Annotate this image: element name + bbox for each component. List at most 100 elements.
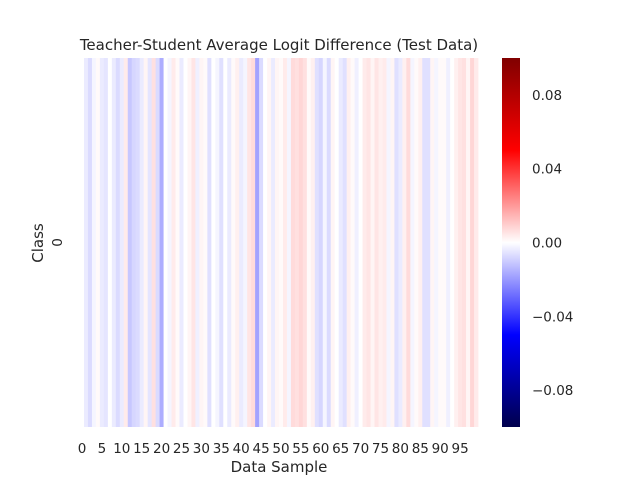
heatmap-cell — [183, 58, 188, 427]
heatmap-cell — [127, 58, 133, 427]
heatmap-cell — [382, 58, 387, 427]
heatmap-cell — [282, 58, 288, 427]
heatmap-cell — [115, 58, 121, 427]
heatmap-cell — [410, 58, 415, 427]
x-tick-label: 90 — [432, 441, 449, 457]
heatmap-cell — [119, 58, 125, 427]
heatmap-cell — [434, 58, 439, 427]
x-tick-label: 20 — [153, 441, 170, 457]
x-tick-label: 0 — [78, 441, 87, 457]
heatmap-cell — [458, 58, 463, 427]
heatmap-cell — [275, 58, 280, 427]
heatmap-cell — [346, 58, 352, 427]
x-tick-labels: 0 5 10 15 20 25 30 35 40 45 50 55 60 65 70 75 80 85 90 95 — [78, 441, 469, 457]
heatmap-cell — [286, 58, 292, 427]
heatmap-cell — [426, 58, 431, 427]
heatmap-cell — [247, 58, 252, 427]
heatmap-cell — [111, 58, 117, 427]
x-tick-label: 15 — [133, 441, 150, 457]
heatmap-cell — [446, 58, 451, 427]
heatmap-cell — [191, 58, 196, 427]
colorbar-tick-label: 0.04 — [532, 162, 562, 178]
heatmap-cell — [267, 58, 272, 427]
heatmap-cell — [354, 58, 359, 427]
heatmap-cell — [103, 58, 109, 427]
colorbar-tick-labels: 0.08 0.04 0.00 −0.04 −0.08 — [532, 88, 573, 399]
heatmap-cell — [179, 58, 184, 427]
heatmap-cell — [298, 58, 304, 427]
heatmap-cell — [402, 58, 407, 427]
x-tick-label: 5 — [98, 441, 107, 457]
heatmap-cell — [231, 58, 236, 427]
heatmap-cell — [302, 58, 308, 427]
x-tick-label: 80 — [392, 441, 409, 457]
heatmap-cell — [227, 58, 232, 427]
heatmap-cell — [394, 58, 399, 427]
heatmap-cell — [255, 58, 260, 427]
heatmap-cell — [386, 58, 391, 427]
chart-title: Teacher-Student Average Logit Difference… — [79, 36, 478, 54]
heatmap-cell — [159, 58, 164, 427]
x-tick-label: 30 — [193, 441, 210, 457]
x-tick-label: 25 — [173, 441, 190, 457]
heatmap-cell — [334, 58, 340, 427]
heatmap-cell — [370, 58, 375, 427]
heatmap-cell — [207, 58, 212, 427]
heatmap-cell — [474, 58, 479, 427]
heatmap-cell — [171, 58, 176, 427]
heatmap-cell — [358, 58, 363, 427]
x-tick-label: 50 — [272, 441, 289, 457]
heatmap-cell — [294, 58, 300, 427]
heatmap-cell — [322, 58, 328, 427]
heatmap-cell — [279, 58, 284, 427]
heatmap-cell — [374, 58, 379, 427]
heatmap-cell — [418, 58, 423, 427]
heatmap-cell — [366, 58, 371, 427]
heatmap-cell — [239, 58, 244, 427]
heatmap-cell — [139, 58, 145, 427]
heatmap-cell — [203, 58, 208, 427]
heatmap-cell — [175, 58, 180, 427]
y-axis-label: Class — [29, 223, 47, 263]
heatmap-cell — [330, 58, 336, 427]
heatmap-cell — [147, 58, 153, 427]
heatmap-cell — [422, 58, 427, 427]
colorbar-tick-label: −0.08 — [532, 383, 573, 399]
heatmap-cell — [143, 58, 149, 427]
heatmap-cell — [310, 58, 316, 427]
x-tick-label: 40 — [233, 441, 250, 457]
colorbar-tick-label: −0.04 — [532, 309, 573, 325]
heatmap-cell — [450, 58, 455, 427]
x-tick-label: 70 — [352, 441, 369, 457]
heatmap-cell — [215, 58, 220, 427]
heatmap-cell — [318, 58, 324, 427]
heatmap-cell — [338, 58, 344, 427]
heatmap-cell — [454, 58, 459, 427]
heatmap-cell — [466, 58, 471, 427]
heatmap-cell — [390, 58, 395, 427]
x-tick-label: 85 — [412, 441, 429, 457]
colorbar-tick-label: 0.08 — [532, 88, 562, 104]
y-tick-labels: 0 — [50, 238, 66, 247]
heatmap-cell — [306, 58, 312, 427]
heatmap-cell — [95, 58, 101, 427]
heatmap-cell — [163, 58, 168, 427]
heatmap-cell — [83, 58, 89, 427]
heatmap-cell — [362, 58, 367, 427]
x-axis-label: Data Sample — [231, 458, 328, 476]
colorbar-tick-label: 0.00 — [532, 236, 562, 252]
heatmap-cell — [199, 58, 204, 427]
heatmap-cell — [235, 58, 240, 427]
heatmap-cell — [219, 58, 224, 427]
colorbar — [502, 58, 520, 427]
x-tick-label: 60 — [312, 441, 329, 457]
x-tick-label: 65 — [332, 441, 349, 457]
heatmap-cell — [99, 58, 105, 427]
x-tick-label: 55 — [292, 441, 309, 457]
heatmap-cell — [342, 58, 348, 427]
heatmap-cell — [430, 58, 435, 427]
x-tick-label: 35 — [213, 441, 230, 457]
x-tick-label: 10 — [113, 441, 130, 457]
